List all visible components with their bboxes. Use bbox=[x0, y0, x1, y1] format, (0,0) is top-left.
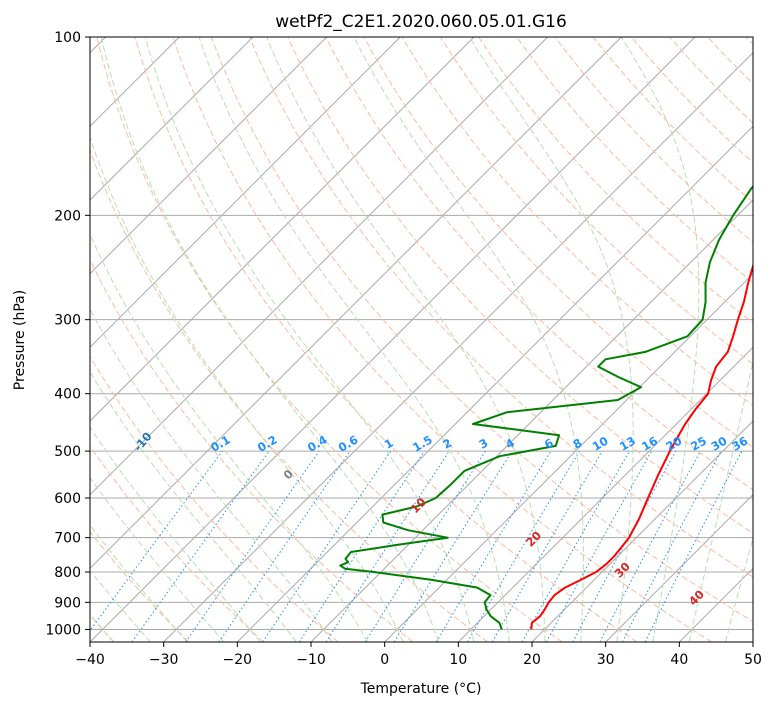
dry-adiabat-line bbox=[287, 37, 753, 534]
dry-adiabat-line bbox=[90, 148, 488, 642]
background-lines bbox=[90, 37, 753, 642]
dry-adiabat-line bbox=[96, 37, 563, 642]
isotherm-line bbox=[90, 37, 549, 496]
y-tick-label: 700 bbox=[54, 531, 81, 547]
isotherm-line bbox=[531, 420, 753, 642]
mixing-ratio-line bbox=[393, 450, 513, 642]
dry-adiabat-line bbox=[90, 445, 264, 642]
moist-adiabat-line bbox=[90, 232, 369, 642]
dry-adiabat-line bbox=[516, 37, 753, 284]
profile-lines bbox=[339, 184, 753, 630]
moist-adiabat-line bbox=[90, 569, 151, 642]
mixing-ratio-label: 25 bbox=[688, 434, 709, 454]
mixing-ratio-line bbox=[545, 450, 653, 642]
isotherm-line bbox=[310, 199, 753, 642]
mixing-ratio-line bbox=[131, 450, 270, 642]
mixing-ratio-line bbox=[644, 450, 743, 642]
dry-adiabat-line bbox=[439, 37, 753, 365]
moist-adiabat-line bbox=[90, 524, 188, 642]
isotherm-line bbox=[605, 493, 753, 642]
dry-adiabat-line bbox=[249, 37, 753, 578]
moist-adiabat-line bbox=[90, 370, 297, 642]
isotherm-line bbox=[90, 37, 696, 642]
isotherm-line bbox=[384, 272, 753, 642]
y-tick-label: 600 bbox=[54, 491, 81, 507]
isotherm-line bbox=[90, 37, 328, 275]
mixing-ratio-label: 36 bbox=[729, 434, 750, 454]
mixing-ratio-label: 30 bbox=[709, 434, 730, 454]
dry-adiabat-line bbox=[90, 531, 190, 642]
x-tick-label: 30 bbox=[597, 652, 615, 668]
mixing-ratio-line bbox=[262, 450, 392, 642]
dry-adiabat-line bbox=[172, 37, 712, 642]
temperature-profile-line bbox=[530, 262, 753, 630]
y-tick-label: 500 bbox=[54, 444, 81, 460]
x-tick-label: 20 bbox=[523, 652, 541, 668]
x-tick-label: 0 bbox=[380, 652, 389, 668]
y-tick-label: 400 bbox=[54, 387, 81, 403]
dry-adiabat-line bbox=[134, 37, 638, 642]
moist-adiabat-line bbox=[90, 426, 261, 642]
dry-adiabat-line bbox=[210, 37, 753, 623]
isotherm-line bbox=[163, 51, 753, 642]
mixing-ratio-line bbox=[298, 450, 425, 642]
mixing-ratio-line bbox=[572, 450, 677, 642]
mixing-ratio-line bbox=[185, 450, 320, 642]
moist-adiabat-line bbox=[100, 37, 439, 642]
mixing-ratio-line bbox=[218, 450, 351, 642]
isotherm-line bbox=[457, 346, 753, 642]
y-tick-label: 1000 bbox=[45, 622, 81, 638]
moist-adiabat-line bbox=[90, 476, 225, 642]
mixing-ratio-label: 16 bbox=[639, 434, 660, 454]
moist-adiabat-line bbox=[144, 37, 475, 642]
y-tick-label: 300 bbox=[54, 313, 81, 329]
mixing-ratio-label: 13 bbox=[617, 434, 638, 454]
moist-adiabat-line bbox=[688, 358, 753, 642]
moist-adiabat-line bbox=[90, 135, 404, 642]
isotherm-line bbox=[90, 37, 475, 422]
mixing-ratio-line bbox=[90, 450, 223, 632]
x-tick-label: −10 bbox=[296, 652, 326, 668]
plot-frame bbox=[89, 36, 754, 643]
mixing-ratio-label: 20 bbox=[663, 434, 684, 454]
y-tick-label: 200 bbox=[54, 208, 81, 224]
x-tick-label: 40 bbox=[670, 652, 688, 668]
dry-adiabat-line bbox=[325, 37, 753, 491]
isotherm-line bbox=[236, 125, 753, 642]
x-tick-label: −30 bbox=[149, 652, 179, 668]
dry-adiabat-line bbox=[401, 37, 753, 406]
x-tick-label: 50 bbox=[744, 652, 762, 668]
y-tick-label: 100 bbox=[54, 30, 81, 46]
moist-adiabat-line bbox=[266, 37, 546, 642]
x-tick-label: −20 bbox=[223, 652, 253, 668]
moist-adiabat-line bbox=[198, 37, 510, 642]
mixing-ratio-line bbox=[521, 450, 630, 642]
isotherm-line bbox=[90, 37, 254, 201]
plot-area: 0.10.20.40.611.52346810131620253036-100-… bbox=[90, 37, 753, 642]
y-tick-label: 800 bbox=[54, 565, 81, 581]
x-axis-label: Temperature (°C) bbox=[360, 681, 482, 697]
axis-ticks: −40 −30 −20 −10 0 10 20 30 40 50 100 200 300 400 500 60… bbox=[45, 30, 762, 668]
x-tick-label: −40 bbox=[75, 652, 105, 668]
x-tick-label: 10 bbox=[449, 652, 467, 668]
dry-adiabat-line bbox=[90, 258, 414, 642]
y-axis-label: Pressure (hPa) bbox=[12, 290, 28, 390]
mixing-ratio-line bbox=[325, 450, 450, 642]
moist-adiabat-line bbox=[353, 37, 584, 642]
dry-adiabat-line bbox=[90, 355, 339, 642]
mixing-ratio-label: 10 bbox=[590, 434, 611, 454]
isotherm-line bbox=[90, 37, 401, 349]
moist-adiabat-line bbox=[620, 37, 700, 642]
y-tick-label: 900 bbox=[54, 595, 81, 611]
dewpoint-profile-line bbox=[339, 184, 753, 630]
chart-title: wetPf2_C2E1.2020.060.05.01.G16 bbox=[275, 12, 567, 32]
isotherm-line bbox=[90, 37, 622, 570]
